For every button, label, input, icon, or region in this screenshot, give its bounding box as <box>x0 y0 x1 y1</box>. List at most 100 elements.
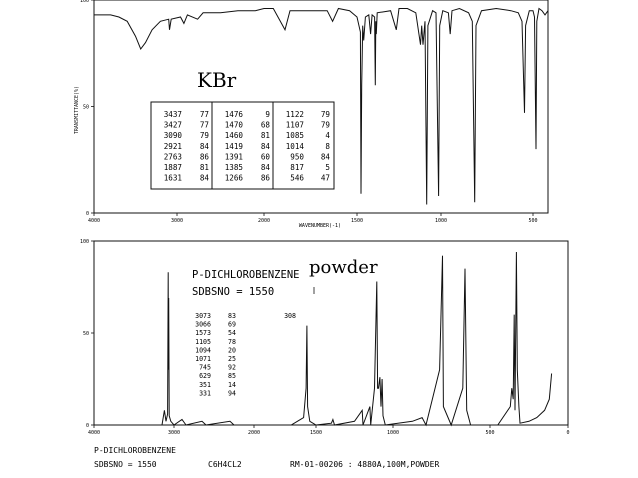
raman-y-tick-label: 0 <box>86 423 89 429</box>
ir-xlabel: WAVENUMBER(-1) <box>299 223 341 229</box>
ir-peak-wavenumber: 817 <box>290 163 304 172</box>
ir-peak-intensity: 5 <box>325 163 330 172</box>
ir-annotation-kbr: KBr <box>197 68 237 92</box>
ir-peak-wavenumber: 1385 <box>225 163 243 172</box>
ir-spectrum-line <box>94 7 549 205</box>
ir-peak-wavenumber: 1419 <box>225 142 244 151</box>
raman-peak-intensity: 69 <box>228 321 236 329</box>
ir-x-tick-label: 1500 <box>351 218 363 224</box>
ir-peak-wavenumber: 2921 <box>164 142 183 151</box>
footer-sdbs: SDBSNO = 1550 <box>94 460 157 469</box>
ir-peak-wavenumber: 1122 <box>286 110 304 119</box>
ir-peak-wavenumber: 1476 <box>225 110 244 119</box>
ir-peak-intensity: 86 <box>261 174 271 183</box>
raman-peak-wavenumber: 629 <box>199 372 211 380</box>
ir-axis-ticks: 4000 3000 2000 1500 1000 500 0 50 100 <box>80 0 538 224</box>
raman-annotation-powder: powder <box>309 257 378 278</box>
raman-peak-intensity: 14 <box>228 381 236 389</box>
raman-peak-table: 3073 83 3066 69 1573 54 1105 78 1094 20 1071 25 745 9… <box>195 312 296 397</box>
ir-peak-wavenumber: 2763 <box>164 152 182 161</box>
raman-peak-intensity: 54 <box>228 329 236 337</box>
ir-x-tick-label: 4000 <box>88 218 100 224</box>
raman-peak-intensity: 20 <box>228 346 236 354</box>
ir-peak-wavenumber: 1266 <box>225 174 244 183</box>
raman-peak-intensity: 78 <box>228 338 236 346</box>
raman-peak-wavenumber: 745 <box>199 364 211 372</box>
ir-x-tick-label: 500 <box>528 218 537 224</box>
ir-peak-intensity: 84 <box>200 174 210 183</box>
raman-peak-wavenumber: 3066 <box>195 321 211 329</box>
footer-compound: P-DICHLOROBENZENE <box>94 446 176 455</box>
raman-series <box>94 251 553 427</box>
ir-peak-wavenumber: 1460 <box>225 131 244 140</box>
ir-peak-wavenumber: 1391 <box>225 152 244 161</box>
raman-spectrum-line <box>94 251 553 427</box>
raman-peak-intensity: 85 <box>228 372 236 380</box>
raman-x-tick-label: 1500 <box>310 430 322 436</box>
ir-peak-intensity: 81 <box>200 163 210 172</box>
ir-peak-intensity: 86 <box>200 152 210 161</box>
raman-peak-wavenumber: 1105 <box>195 338 211 346</box>
ir-peak-wavenumber: 3437 <box>164 110 182 119</box>
ir-series <box>94 7 549 205</box>
ir-peak-intensity: 8 <box>325 142 330 151</box>
raman-x-tick-label: 4000 <box>88 430 100 436</box>
ir-x-tick-label: 1000 <box>435 218 447 224</box>
ir-peak-intensity: 60 <box>261 152 271 161</box>
raman-y-tick-label: 100 <box>80 239 89 245</box>
raman-peak-intensity: 94 <box>228 389 236 397</box>
raman-y-tick-label: 50 <box>83 331 89 337</box>
ir-ylabel: TRANSMITTANCE(%) <box>74 86 80 134</box>
raman-peak-intensity: 83 <box>228 312 236 320</box>
ir-x-tick-label: 2000 <box>258 218 270 224</box>
ir-peak-wavenumber: 1470 <box>225 121 244 130</box>
raman-peak-wavenumber: 331 <box>199 389 211 397</box>
ir-peak-wavenumber: 950 <box>290 152 304 161</box>
footer-formula: C6H4CL2 <box>208 460 242 469</box>
raman-peak-wavenumber: 308 <box>284 312 296 320</box>
raman-x-tick-label: 0 <box>566 430 569 436</box>
ir-peak-intensity: 81 <box>261 131 271 140</box>
ir-peak-wavenumber: 546 <box>290 174 304 183</box>
raman-peak-wavenumber: 1094 <box>195 346 211 354</box>
ir-peak-intensity: 84 <box>261 163 271 172</box>
raman-sdbs-label: SDBSNO = 1550 <box>192 286 274 298</box>
ir-x-tick-label: 3000 <box>171 218 183 224</box>
ir-peak-intensity: 4 <box>325 131 330 140</box>
raman-peak-wavenumber: 3073 <box>195 312 211 320</box>
ir-peak-intensity: 84 <box>321 152 331 161</box>
ir-peak-intensity: 77 <box>200 110 209 119</box>
raman-peak-wavenumber: 1071 <box>195 355 211 363</box>
ir-peak-intensity: 68 <box>261 121 271 130</box>
raman-compound-title: P-DICHLOROBENZENE <box>192 269 299 281</box>
ir-peak-intensity: 79 <box>200 131 210 140</box>
ir-y-tick-label: 0 <box>86 211 89 217</box>
raman-peak-intensity: 25 <box>228 355 236 363</box>
ir-peak-intensity: 79 <box>321 121 331 130</box>
ir-peak-wavenumber: 1085 <box>286 131 304 140</box>
raman-peak-wavenumber: 1573 <box>195 329 211 337</box>
raman-x-tick-label: 3000 <box>168 430 180 436</box>
ir-peak-wavenumber: 1107 <box>286 121 304 130</box>
ir-peak-intensity: 9 <box>265 110 270 119</box>
ir-peak-wavenumber: 3427 <box>164 121 182 130</box>
ir-peak-wavenumber: 1014 <box>286 142 305 151</box>
raman-peak-intensity: 92 <box>228 364 236 372</box>
footer-conditions: RM-01-00206 : 4880A,100M,POWDER <box>290 460 439 469</box>
raman-peak-wavenumber: 351 <box>199 381 211 389</box>
raman-x-tick-label: 1000 <box>387 430 399 436</box>
ir-peak-wavenumber: 1631 <box>164 174 183 183</box>
ir-y-tick-label: 100 <box>80 0 89 4</box>
ir-peak-intensity: 84 <box>200 142 210 151</box>
raman-x-tick-label: 2000 <box>248 430 260 436</box>
ir-y-tick-label: 50 <box>83 105 89 111</box>
raman-x-tick-label: 500 <box>485 430 494 436</box>
ir-peak-intensity: 77 <box>200 121 209 130</box>
ir-peak-wavenumber: 1887 <box>164 163 182 172</box>
ir-peak-table-box <box>150 101 335 190</box>
ir-peak-wavenumber: 3090 <box>164 131 183 140</box>
ir-peak-intensity: 47 <box>321 174 330 183</box>
ir-peak-intensity: 79 <box>321 110 331 119</box>
